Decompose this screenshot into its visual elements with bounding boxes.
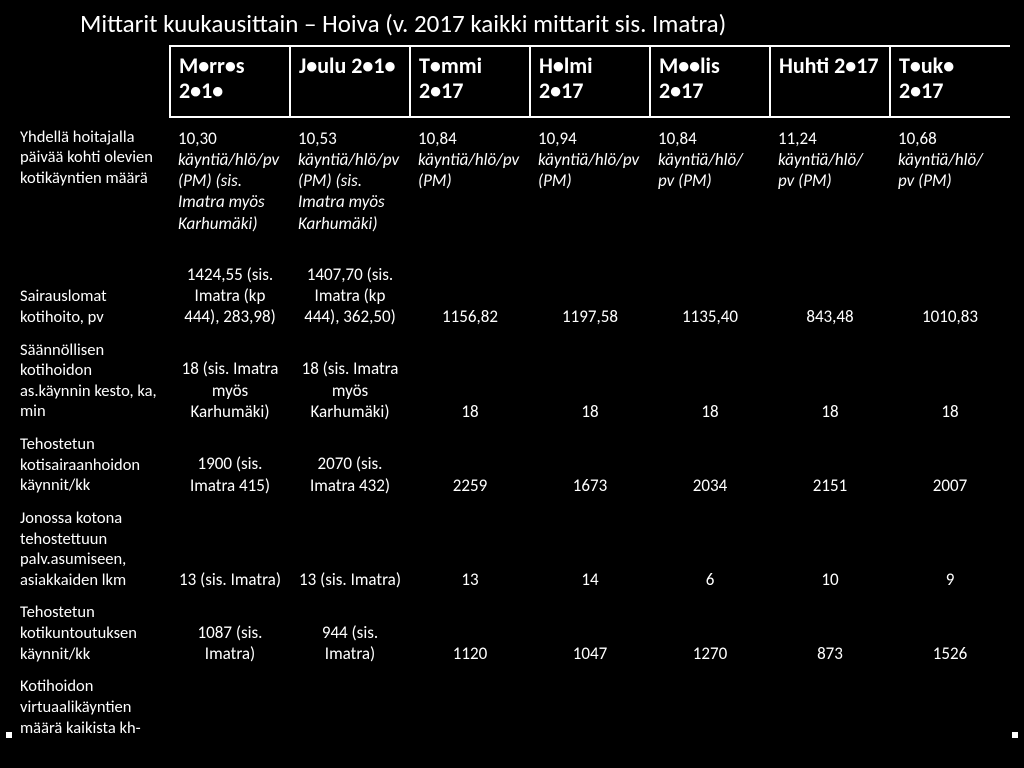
table-cell: 843,48 — [770, 258, 890, 334]
table-row: Säännöllisen kotihoidon as.käynnin kesto… — [20, 334, 1010, 429]
table-row: Kotihoidon virtuaalikäyntien määrä kaiki… — [20, 670, 1010, 744]
table-row: Tehostetun kotikuntoutuksen käynnit/kk 1… — [20, 596, 1010, 670]
table-cell: 1424,55 (sis. Imatra (kp 444), 283,98) — [170, 258, 290, 334]
table-cell: 9 — [890, 502, 1010, 597]
header-month: T•mmi 2•17 — [410, 46, 530, 117]
row-label: Kotihoidon virtuaalikäyntien määrä kaiki… — [20, 670, 170, 744]
table-cell: 10,84 käyntiä/hlö/ pv (PM) — [650, 117, 770, 258]
header-month: H•lmi 2•17 — [530, 46, 650, 117]
header-month: M•rr•s 2•1• — [170, 46, 290, 117]
table-cell: 1526 — [890, 596, 1010, 670]
table-cell: 1087 (sis. Imatra) — [170, 596, 290, 670]
table-cell: 10,94 käyntiä/hlö/pv (PM) — [530, 117, 650, 258]
header-month: T•uk• 2•17 — [890, 46, 1010, 117]
table-cell: 2007 — [890, 428, 1010, 502]
table-cell: 13 — [410, 502, 530, 597]
table-row: Tehostetun kotisairaanhoidon käynnit/kk … — [20, 428, 1010, 502]
table-cell — [770, 670, 890, 744]
table-cell: 10,53 käyntiä/hlö/pv (PM) (sis. Imatra m… — [290, 117, 410, 258]
table-cell — [170, 670, 290, 744]
table-cell: 944 (sis. Imatra) — [290, 596, 410, 670]
table-cell: 6 — [650, 502, 770, 597]
table-cell: 10,68 käyntiä/hlö/ pv (PM) — [890, 117, 1010, 258]
table-cell: 18 (sis. Imatra myös Karhumäki) — [170, 334, 290, 429]
table-cell: 1010,83 — [890, 258, 1010, 334]
table-cell: 10 — [770, 502, 890, 597]
table-cell: 2259 — [410, 428, 530, 502]
decorative-tick-icon — [1012, 732, 1018, 738]
table-cell: 1156,82 — [410, 258, 530, 334]
table-cell: 1197,58 — [530, 258, 650, 334]
table-cell: 10,30 käyntiä/hlö/pv (PM) (sis. Imatra m… — [170, 117, 290, 258]
table-cell: 2070 (sis. Imatra 432) — [290, 428, 410, 502]
table-cell: 1135,40 — [650, 258, 770, 334]
decorative-tick-icon — [6, 732, 12, 738]
row-label: Sairauslomat kotihoito, pv — [20, 258, 170, 334]
table-cell: 1673 — [530, 428, 650, 502]
table-cell: 14 — [530, 502, 650, 597]
header-month: Huhti 2•17 — [770, 46, 890, 117]
table-row: Yhdellä hoitajalla päivää kohti olevien … — [20, 117, 1010, 258]
table-cell: 1270 — [650, 596, 770, 670]
header-month: J•ulu 2•1• — [290, 46, 410, 117]
table-cell: 1120 — [410, 596, 530, 670]
table-cell: 2151 — [770, 428, 890, 502]
table-cell — [410, 670, 530, 744]
table-cell: 1407,70 (sis. Imatra (kp 444), 362,50) — [290, 258, 410, 334]
table-cell: 11,24 käyntiä/hlö/ pv (PM) — [770, 117, 890, 258]
header-empty — [20, 46, 170, 117]
row-label: Tehostetun kotisairaanhoidon käynnit/kk — [20, 428, 170, 502]
row-label: Tehostetun kotikuntoutuksen käynnit/kk — [20, 596, 170, 670]
table-cell: 18 — [650, 334, 770, 429]
slide-container: Mittarit kuukausittain – Hoiva (v. 2017 … — [0, 0, 1024, 744]
table-cell: 1047 — [530, 596, 650, 670]
table-cell: 2034 — [650, 428, 770, 502]
table-cell — [530, 670, 650, 744]
slide-title: Mittarit kuukausittain – Hoiva (v. 2017 … — [20, 8, 1004, 39]
row-label: Yhdellä hoitajalla päivää kohti olevien … — [20, 117, 170, 258]
table-cell: 18 — [530, 334, 650, 429]
table-cell — [290, 670, 410, 744]
header-month: M••lis 2•17 — [650, 46, 770, 117]
table-cell: 18 — [410, 334, 530, 429]
table-cell — [890, 670, 1010, 744]
table-cell: 1900 (sis. Imatra 415) — [170, 428, 290, 502]
table-cell: 18 (sis. Imatra myös Karhumäki) — [290, 334, 410, 429]
table-cell: 13 (sis. Imatra) — [290, 502, 410, 597]
table-row: Jonossa kotona tehostettuun palv.asumise… — [20, 502, 1010, 597]
row-label: Säännöllisen kotihoidon as.käynnin kesto… — [20, 334, 170, 429]
table-cell: 10,84 käyntiä/hlö/pv (PM) — [410, 117, 530, 258]
table-cell: 18 — [890, 334, 1010, 429]
table-cell: 18 — [770, 334, 890, 429]
row-label: Jonossa kotona tehostettuun palv.asumise… — [20, 502, 170, 597]
table-cell: 873 — [770, 596, 890, 670]
table-cell: 13 (sis. Imatra) — [170, 502, 290, 597]
table-cell — [650, 670, 770, 744]
table-row: Sairauslomat kotihoito, pv 1424,55 (sis.… — [20, 258, 1010, 334]
metrics-table: M•rr•s 2•1• J•ulu 2•1• T•mmi 2•17 H•lmi … — [20, 45, 1010, 744]
table-header-row: M•rr•s 2•1• J•ulu 2•1• T•mmi 2•17 H•lmi … — [20, 46, 1010, 117]
